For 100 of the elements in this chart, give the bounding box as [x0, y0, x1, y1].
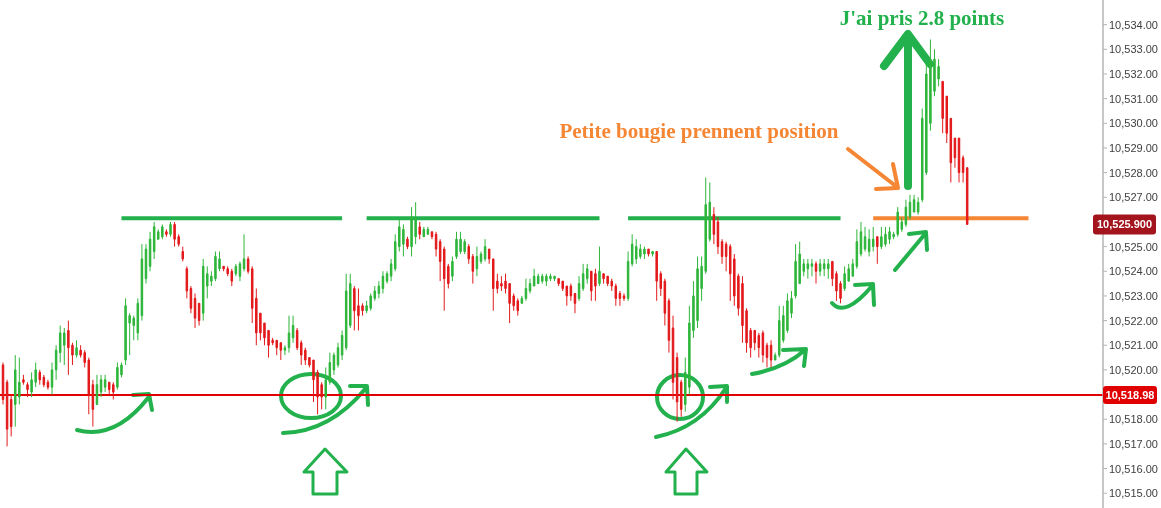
candlestick — [67, 320, 70, 376]
candlestick — [761, 329, 765, 363]
y-tick-label: 10,534.00 — [1109, 18, 1158, 31]
candlestick — [287, 315, 291, 354]
candlestick — [557, 278, 560, 287]
candlestick — [635, 238, 638, 265]
candlestick — [165, 228, 168, 238]
candlestick — [344, 273, 348, 351]
candlestick — [434, 231, 438, 257]
candlestick — [112, 381, 115, 400]
candlestick — [553, 275, 556, 282]
candlestick — [953, 137, 957, 169]
candlestick — [357, 288, 360, 331]
candlestick — [152, 221, 156, 260]
y-tick-label: 10,518.00 — [1109, 413, 1158, 426]
candlestick — [643, 246, 646, 260]
candlestick — [528, 278, 532, 294]
candlestick — [598, 246, 601, 287]
candlestick — [712, 206, 716, 245]
candlestick — [520, 295, 524, 304]
candlestick — [655, 251, 658, 302]
candlestick — [720, 238, 724, 265]
candlestick — [863, 226, 867, 253]
y-tick-label: 10,525.00 — [1109, 240, 1158, 253]
candlestick — [50, 362, 54, 396]
candlestick — [675, 352, 679, 423]
candlestick — [965, 167, 969, 225]
y-tick-label: 10,530.00 — [1109, 117, 1158, 130]
candlestick — [402, 223, 405, 257]
candlestick — [214, 251, 217, 282]
candlestick — [822, 258, 826, 277]
candlestick — [843, 265, 846, 292]
candlestick — [794, 243, 797, 299]
candlestick — [238, 260, 242, 282]
candlestick — [475, 246, 479, 277]
candlestick — [651, 251, 654, 257]
candlestick — [42, 374, 46, 388]
candlestick — [577, 275, 581, 302]
candlestick — [116, 362, 119, 391]
candlestick — [884, 226, 887, 248]
candlestick — [381, 270, 385, 294]
candlestick — [630, 233, 634, 267]
candlestick — [483, 238, 487, 262]
candlestick — [22, 374, 25, 386]
candlestick — [859, 221, 863, 257]
candlestick — [283, 344, 287, 356]
candlestick — [75, 339, 78, 359]
candlestick — [614, 283, 618, 307]
candlestick — [103, 374, 107, 393]
candlestick — [806, 258, 810, 280]
candlestick — [618, 290, 622, 307]
candlestick — [581, 263, 585, 292]
candlestick — [606, 275, 609, 287]
candlestick — [545, 273, 548, 287]
candlestick — [169, 221, 172, 238]
y-tick-label: 10,533.00 — [1109, 43, 1158, 56]
candlestick — [291, 315, 295, 344]
candlestick — [590, 270, 593, 302]
candlestick — [124, 297, 127, 366]
candlestick — [778, 305, 781, 359]
candlestick — [532, 268, 536, 287]
candlestick — [769, 339, 773, 368]
y-tick-label: 10,528.00 — [1109, 166, 1158, 179]
candlestick — [455, 231, 458, 260]
candlestick — [422, 226, 426, 238]
candlestick — [426, 226, 430, 235]
candlestick — [451, 255, 454, 282]
y-tick-label: 10,520.00 — [1109, 363, 1158, 376]
candlestick — [639, 243, 642, 260]
candlestick — [810, 258, 814, 277]
candlestick — [26, 381, 29, 398]
candlestick — [161, 223, 164, 240]
candlestick — [418, 221, 421, 240]
candlestick — [594, 268, 597, 302]
candlestick — [38, 369, 42, 386]
candlestick — [573, 292, 577, 314]
candlestick — [99, 374, 103, 398]
candlestick — [647, 248, 650, 257]
candlestick — [888, 226, 891, 245]
candlestick — [46, 379, 50, 391]
candlestick — [136, 297, 140, 341]
candlestick — [406, 236, 409, 250]
candlestick — [827, 258, 830, 280]
candlestick — [459, 231, 462, 255]
y-tick-label: 10,516.00 — [1109, 462, 1158, 475]
y-tick-label: 10,523.00 — [1109, 289, 1158, 302]
candlestick — [353, 285, 356, 331]
candlestick — [516, 297, 520, 317]
candlestick — [765, 342, 769, 368]
y-tick-label: 10,521.00 — [1109, 339, 1158, 352]
candlestick — [181, 246, 185, 262]
candlestick — [9, 394, 13, 437]
candlestick — [871, 226, 875, 253]
candlestick — [410, 206, 413, 257]
y-tick-label: 10,527.00 — [1109, 191, 1158, 204]
candlestick — [479, 251, 483, 265]
candlestick — [569, 283, 573, 302]
candlestick — [222, 265, 225, 272]
candlestick — [385, 270, 389, 285]
y-tick-label: 10,532.00 — [1109, 67, 1158, 80]
